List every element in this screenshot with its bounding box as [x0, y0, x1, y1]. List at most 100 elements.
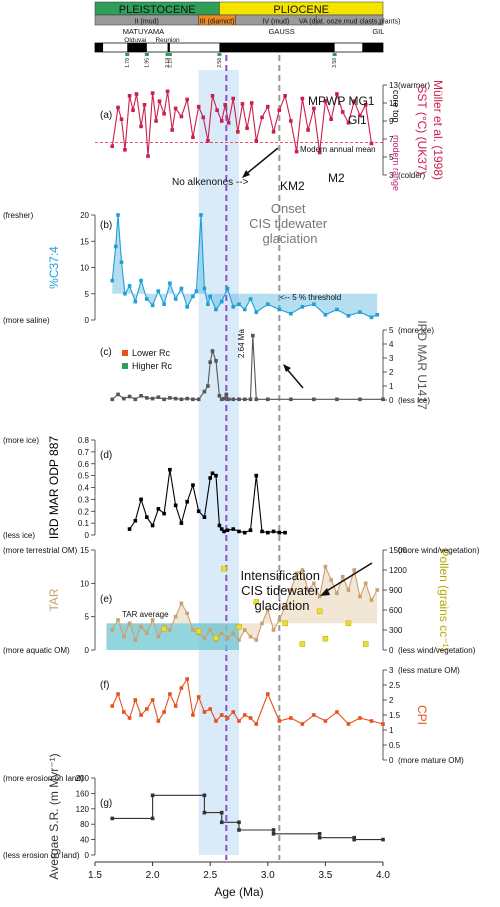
subchron-label: Reunion — [155, 37, 180, 44]
data-point — [289, 397, 293, 402]
data-point — [266, 302, 270, 307]
y-tick-label: 0.7 — [78, 448, 90, 457]
data-point — [145, 396, 149, 400]
data-point — [369, 598, 374, 602]
data-point — [150, 523, 155, 528]
pollen-point — [345, 620, 352, 627]
data-point — [206, 302, 210, 307]
data-point — [277, 719, 282, 723]
data-point — [196, 397, 201, 402]
data-point — [210, 94, 215, 98]
y-tick-label: 7 — [389, 135, 394, 144]
data-point — [260, 529, 264, 534]
data-point — [168, 628, 172, 632]
y-tick-label: 1 — [389, 726, 394, 735]
boundary-label: 2.58 — [217, 58, 223, 68]
data-point — [133, 698, 138, 702]
bottom-side-label: (more saline) — [3, 316, 50, 325]
data-point — [254, 310, 259, 314]
data-point — [110, 816, 115, 821]
data-point — [210, 349, 215, 353]
data-point — [122, 710, 126, 714]
data-point — [335, 591, 339, 596]
data-point — [358, 113, 362, 118]
pollen-point — [221, 565, 227, 572]
data-point — [217, 523, 222, 528]
y-axis-label: CPI — [415, 705, 429, 725]
onset-annotation: Onset CIS tidewater glaciation — [249, 201, 331, 246]
data-point — [168, 692, 172, 696]
y-tick-label: 0.5 — [389, 741, 401, 750]
onset-line-2: CIS tidewater — [249, 216, 328, 231]
data-point — [122, 396, 126, 401]
data-point — [202, 515, 207, 519]
gi1-label: Gi1 — [348, 113, 367, 127]
data-point — [162, 112, 166, 116]
unit-block — [315, 14, 384, 26]
data-point — [260, 115, 264, 120]
data-point — [271, 832, 276, 836]
data-point — [208, 707, 212, 711]
top-side-label: (warmer) — [398, 81, 430, 90]
data-point — [150, 698, 155, 702]
data-point — [139, 394, 143, 398]
data-point — [145, 515, 149, 519]
data-point — [266, 530, 270, 535]
data-point — [156, 507, 161, 511]
top-side-label-2: (more wind/vegetation) — [398, 546, 480, 555]
data-point — [223, 103, 227, 107]
top-side-label: (more erosion on land) — [3, 774, 84, 783]
polarity-normal-block — [219, 43, 335, 52]
data-point — [133, 638, 138, 642]
data-point — [196, 104, 201, 109]
y-tick-label: 0.5 — [78, 472, 90, 481]
pollen-point — [236, 623, 242, 630]
data-point — [254, 638, 259, 642]
data-point — [226, 397, 231, 402]
data-point — [191, 397, 195, 402]
data-point — [219, 713, 224, 717]
data-point — [168, 281, 172, 286]
data-point — [142, 103, 147, 107]
data-point — [289, 588, 293, 592]
data-point — [150, 396, 155, 401]
y-axis-label: SST (°C) (UK37) — [415, 85, 429, 174]
ird-arrowhead — [283, 364, 291, 372]
data-point — [214, 473, 218, 478]
modern-range-label: modern range — [391, 135, 401, 191]
polarity-bar: MATUYAMA GAUSS GIL Olduvai Reunion 1.78 1.95 2.… — [94, 27, 384, 68]
data-point — [179, 286, 184, 291]
boundary-marker — [217, 53, 222, 56]
y-axis-label: TAR — [47, 588, 61, 611]
data-point — [289, 119, 293, 123]
series-area — [112, 215, 378, 318]
data-point — [375, 312, 380, 317]
data-point — [215, 108, 219, 112]
x-tick-label: 1.5 — [88, 870, 102, 881]
data-point — [289, 716, 293, 720]
data-point — [254, 139, 259, 143]
data-point — [300, 305, 305, 309]
no-alkenones-label: No alkenones --> — [172, 177, 249, 188]
y-tick-label: 5 — [389, 153, 394, 162]
data-point — [346, 121, 351, 125]
data-point — [219, 810, 224, 815]
data-point — [271, 130, 276, 134]
chron-label: GAUSS — [268, 27, 294, 36]
data-point — [173, 614, 178, 619]
data-point — [156, 719, 161, 723]
data-point — [225, 636, 230, 640]
data-point — [335, 710, 339, 714]
data-point — [237, 828, 241, 832]
pollen-point — [299, 641, 306, 647]
data-point — [312, 302, 316, 307]
data-point — [191, 713, 195, 717]
unit-label: IV (mud) — [262, 19, 289, 26]
pollen-point — [213, 635, 219, 641]
core-top-label: core top — [391, 90, 401, 123]
y-tick-label: 15 — [80, 237, 89, 246]
y-tick-label: 3 — [389, 666, 394, 675]
data-point — [277, 307, 282, 312]
data-point — [157, 99, 162, 103]
data-point — [170, 128, 174, 132]
